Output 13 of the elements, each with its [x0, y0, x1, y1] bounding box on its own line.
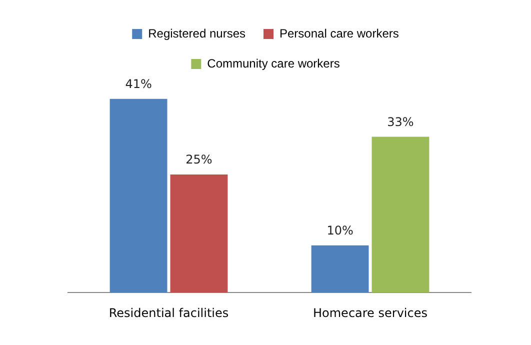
- bar: [170, 174, 228, 293]
- legend-label: Community care workers: [207, 56, 340, 70]
- bar: [311, 245, 369, 293]
- x-tick-label: Residential facilities: [108, 306, 229, 320]
- legend-label: Registered nurses: [148, 26, 246, 40]
- bar: [372, 136, 430, 293]
- data-label: 10%: [326, 223, 354, 238]
- legend-label: Personal care workers: [280, 26, 399, 40]
- data-label: 33%: [387, 114, 414, 129]
- bar: [110, 98, 168, 293]
- data-label: 41%: [125, 77, 152, 92]
- data-label: 25%: [186, 152, 212, 167]
- x-tick-label: Homecare services: [313, 306, 428, 320]
